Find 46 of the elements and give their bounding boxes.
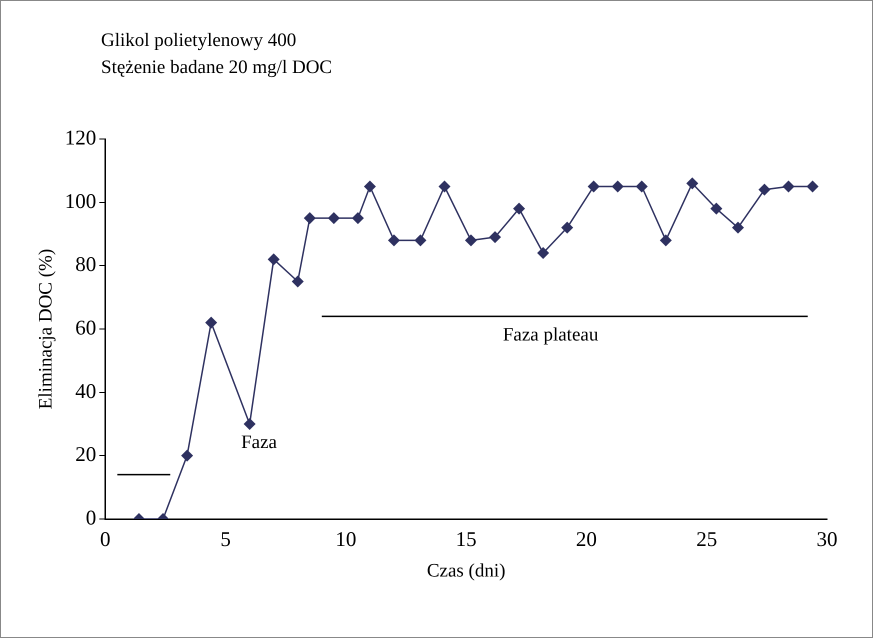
annotation: Faza plateau [502, 324, 599, 346]
point [732, 222, 744, 234]
point [268, 253, 280, 266]
point [328, 212, 340, 224]
point [588, 180, 600, 192]
point [758, 184, 770, 196]
point [414, 234, 426, 246]
x-tick-label: 5 [220, 527, 231, 552]
point [438, 180, 450, 192]
point [782, 180, 795, 192]
y-tick-label: 100 [64, 188, 96, 213]
point [686, 177, 698, 190]
point [352, 212, 364, 224]
point [388, 234, 400, 246]
point [489, 231, 502, 244]
point [710, 202, 722, 215]
y-axis-title: Eliminacja DOC (%) [35, 248, 56, 410]
point [537, 247, 550, 259]
y-tick-label: 20 [75, 442, 96, 466]
point [513, 202, 526, 215]
point [612, 180, 624, 192]
x-tick-label: 25 [696, 527, 718, 552]
point [292, 276, 304, 288]
y-tick-label: 120 [64, 126, 96, 150]
point [244, 418, 256, 430]
x-tick-label: 15 [456, 527, 477, 552]
x-tick-label: 20 [576, 527, 597, 552]
y-tick-label: 0 [86, 506, 96, 530]
point [636, 180, 648, 192]
point [464, 234, 477, 246]
chart-subtitle: Stężenie badane 20 mg/l DOC [101, 57, 332, 78]
point [304, 212, 316, 224]
chart-title: Glikol polietylenowy 400 [101, 30, 296, 51]
y-tick-label: 60 [75, 316, 96, 340]
point [205, 316, 218, 329]
y-tick-label: 40 [75, 378, 96, 403]
point [364, 180, 376, 192]
point [181, 450, 194, 462]
annotation: Faza [241, 432, 278, 453]
x-tick-label: 10 [335, 527, 356, 552]
x-axis-title: Czas (dni) [426, 560, 506, 582]
point [806, 180, 819, 192]
x-tick-label: 30 [816, 527, 838, 552]
point [660, 234, 672, 246]
y-tick-label: 80 [75, 252, 96, 276]
point [561, 222, 574, 234]
